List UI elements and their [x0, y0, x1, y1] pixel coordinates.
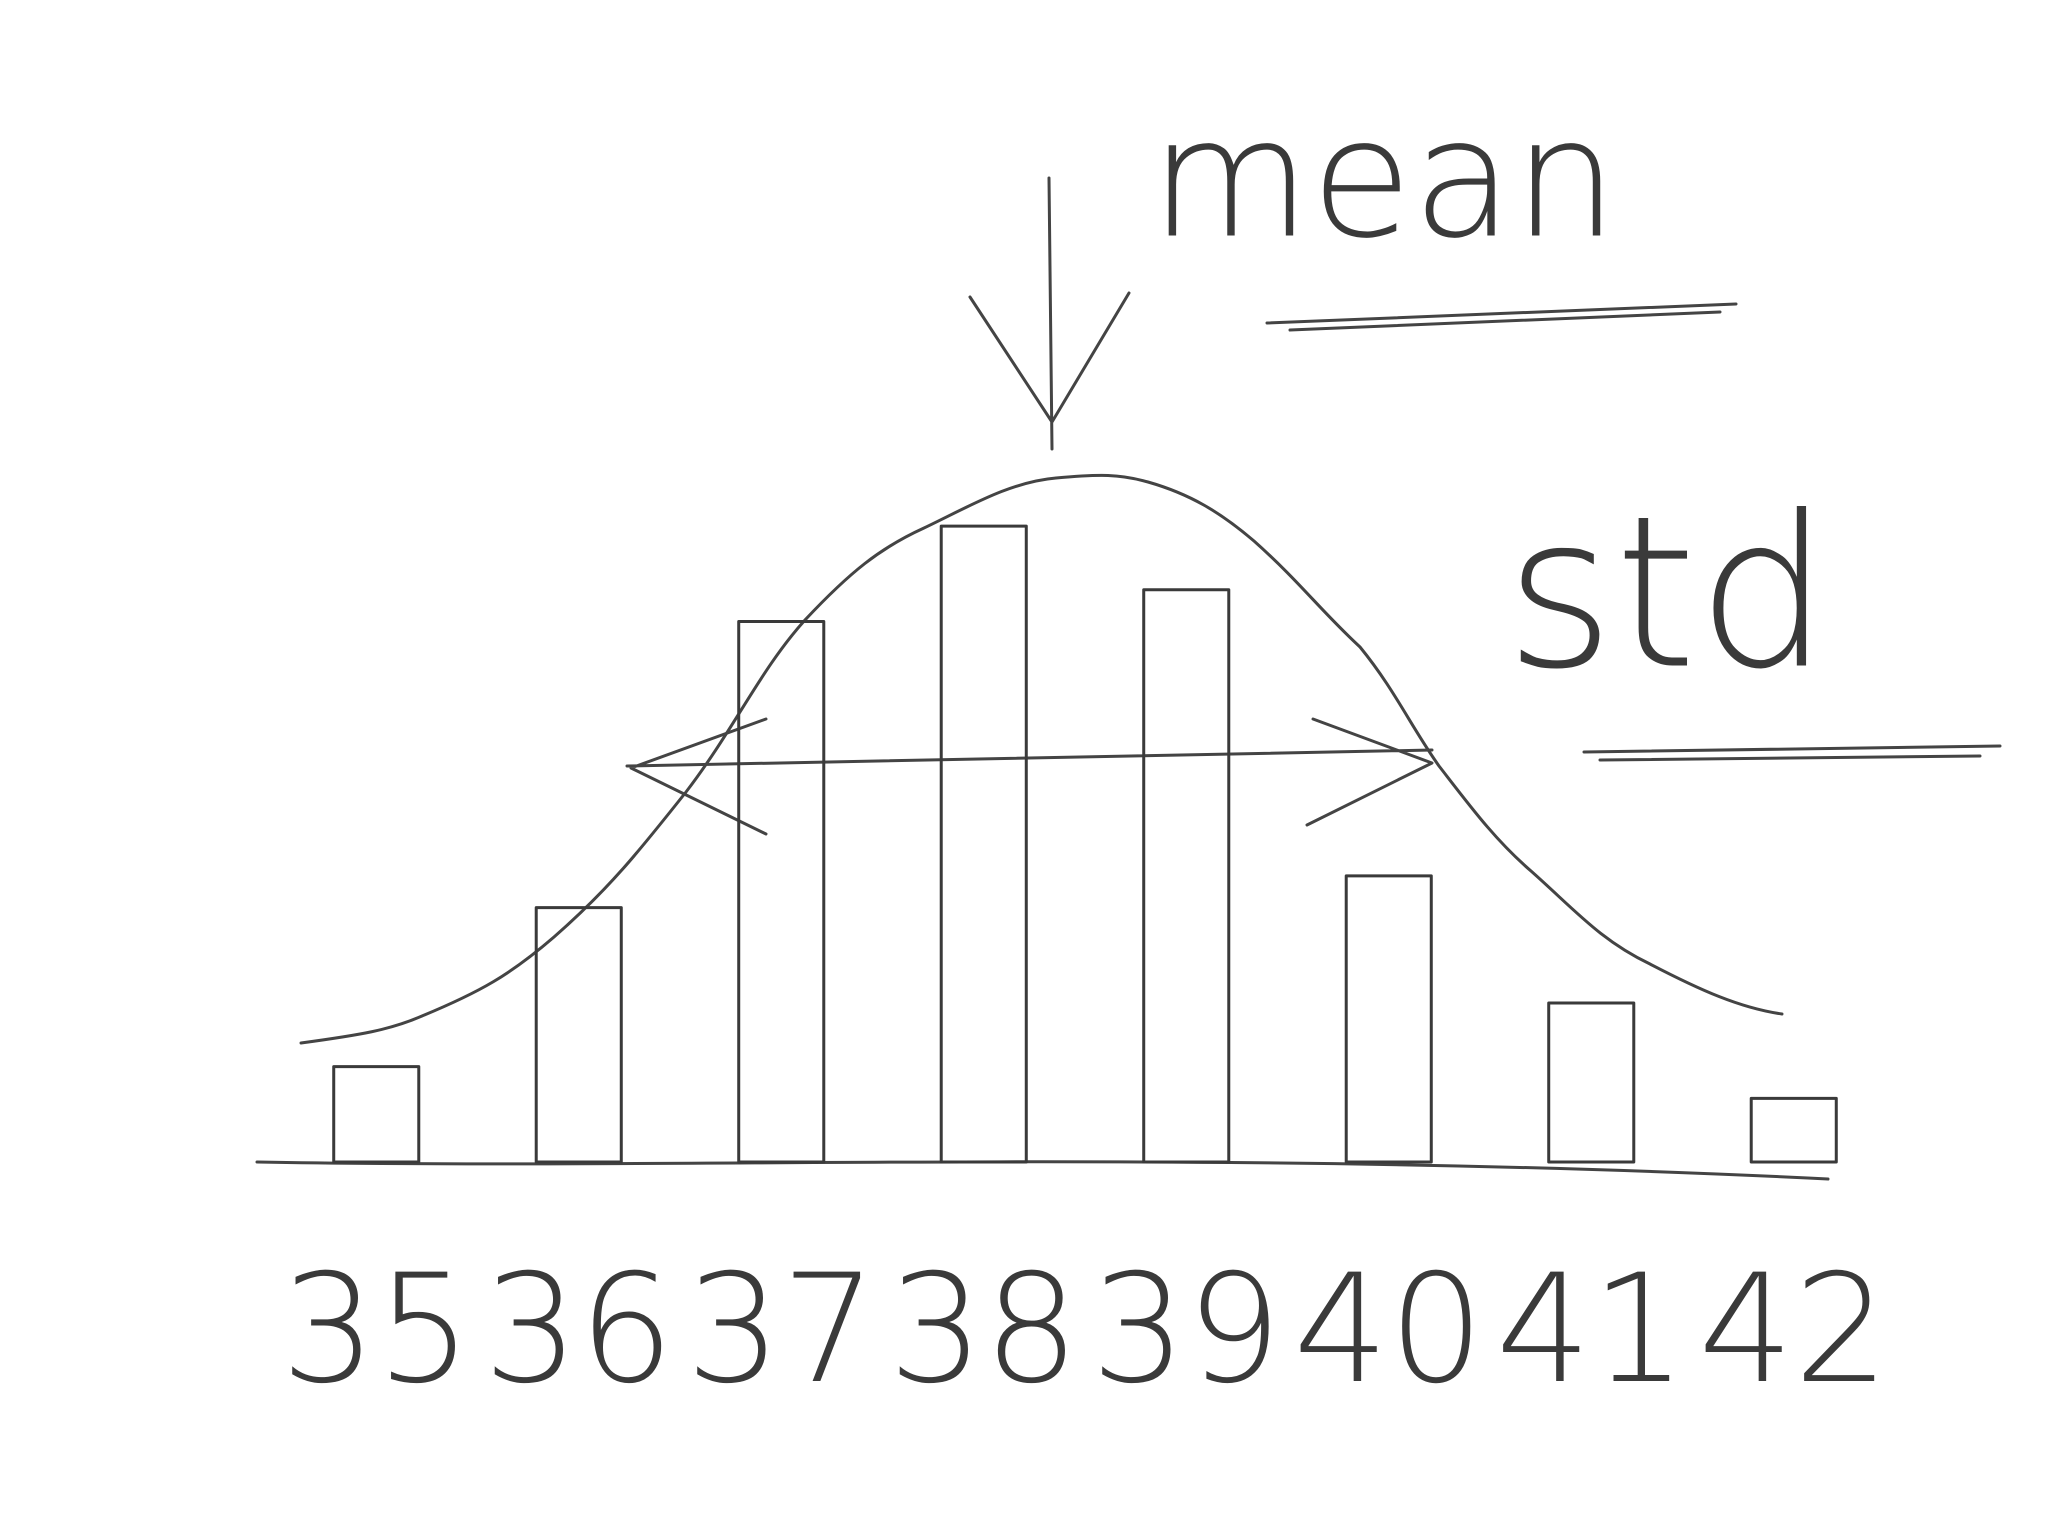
bar [1344, 874, 1433, 1164]
bar [1547, 1001, 1636, 1164]
x-tick-label: 39 [1091, 1243, 1282, 1417]
std-label: std [1505, 471, 1830, 716]
std-underline [1582, 744, 2002, 762]
x-tick-label: 40 [1293, 1243, 1484, 1417]
bar [332, 1065, 421, 1164]
bar [534, 906, 623, 1164]
bar [1749, 1096, 1838, 1164]
x-tick-label: 41 [1496, 1243, 1687, 1417]
bar [737, 620, 826, 1164]
mean-underline [1265, 302, 1738, 332]
bar [1142, 588, 1231, 1164]
bar [939, 524, 1028, 1164]
mean-label: mean [1150, 83, 1618, 275]
x-tick-label: 38 [888, 1243, 1079, 1417]
mean-arrow [968, 176, 1131, 451]
bell-curve [299, 473, 1784, 1045]
x-tick-label: 37 [686, 1243, 877, 1417]
std-arrow [625, 717, 1434, 836]
x-tick-label: 35 [281, 1243, 472, 1417]
x-tick-label: 36 [483, 1243, 674, 1417]
x-tick-label: 42 [1698, 1243, 1889, 1417]
